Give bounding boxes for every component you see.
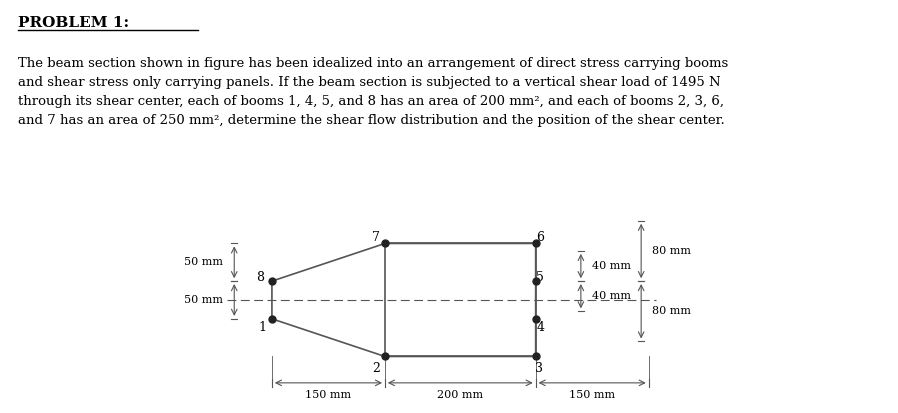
Text: 3: 3 [534,362,542,375]
Text: 40 mm: 40 mm [592,261,631,271]
Text: 4: 4 [536,321,544,335]
Text: 80 mm: 80 mm [653,306,691,316]
Text: 8: 8 [257,271,265,284]
Text: 150 mm: 150 mm [305,390,351,400]
Text: The beam section shown in figure has been idealized into an arrangement of direc: The beam section shown in figure has bee… [18,57,728,127]
Text: 200 mm: 200 mm [437,390,483,400]
Text: 50 mm: 50 mm [184,295,223,305]
Text: 50 mm: 50 mm [184,257,223,267]
Text: PROBLEM 1:: PROBLEM 1: [18,16,129,30]
Text: 40 mm: 40 mm [592,291,631,301]
Text: 80 mm: 80 mm [653,246,691,256]
Text: 2: 2 [372,362,380,375]
Text: 7: 7 [372,231,380,244]
Text: 5: 5 [536,271,544,284]
Text: 6: 6 [536,231,544,244]
Text: 1: 1 [259,321,267,335]
Text: 150 mm: 150 mm [569,390,615,400]
